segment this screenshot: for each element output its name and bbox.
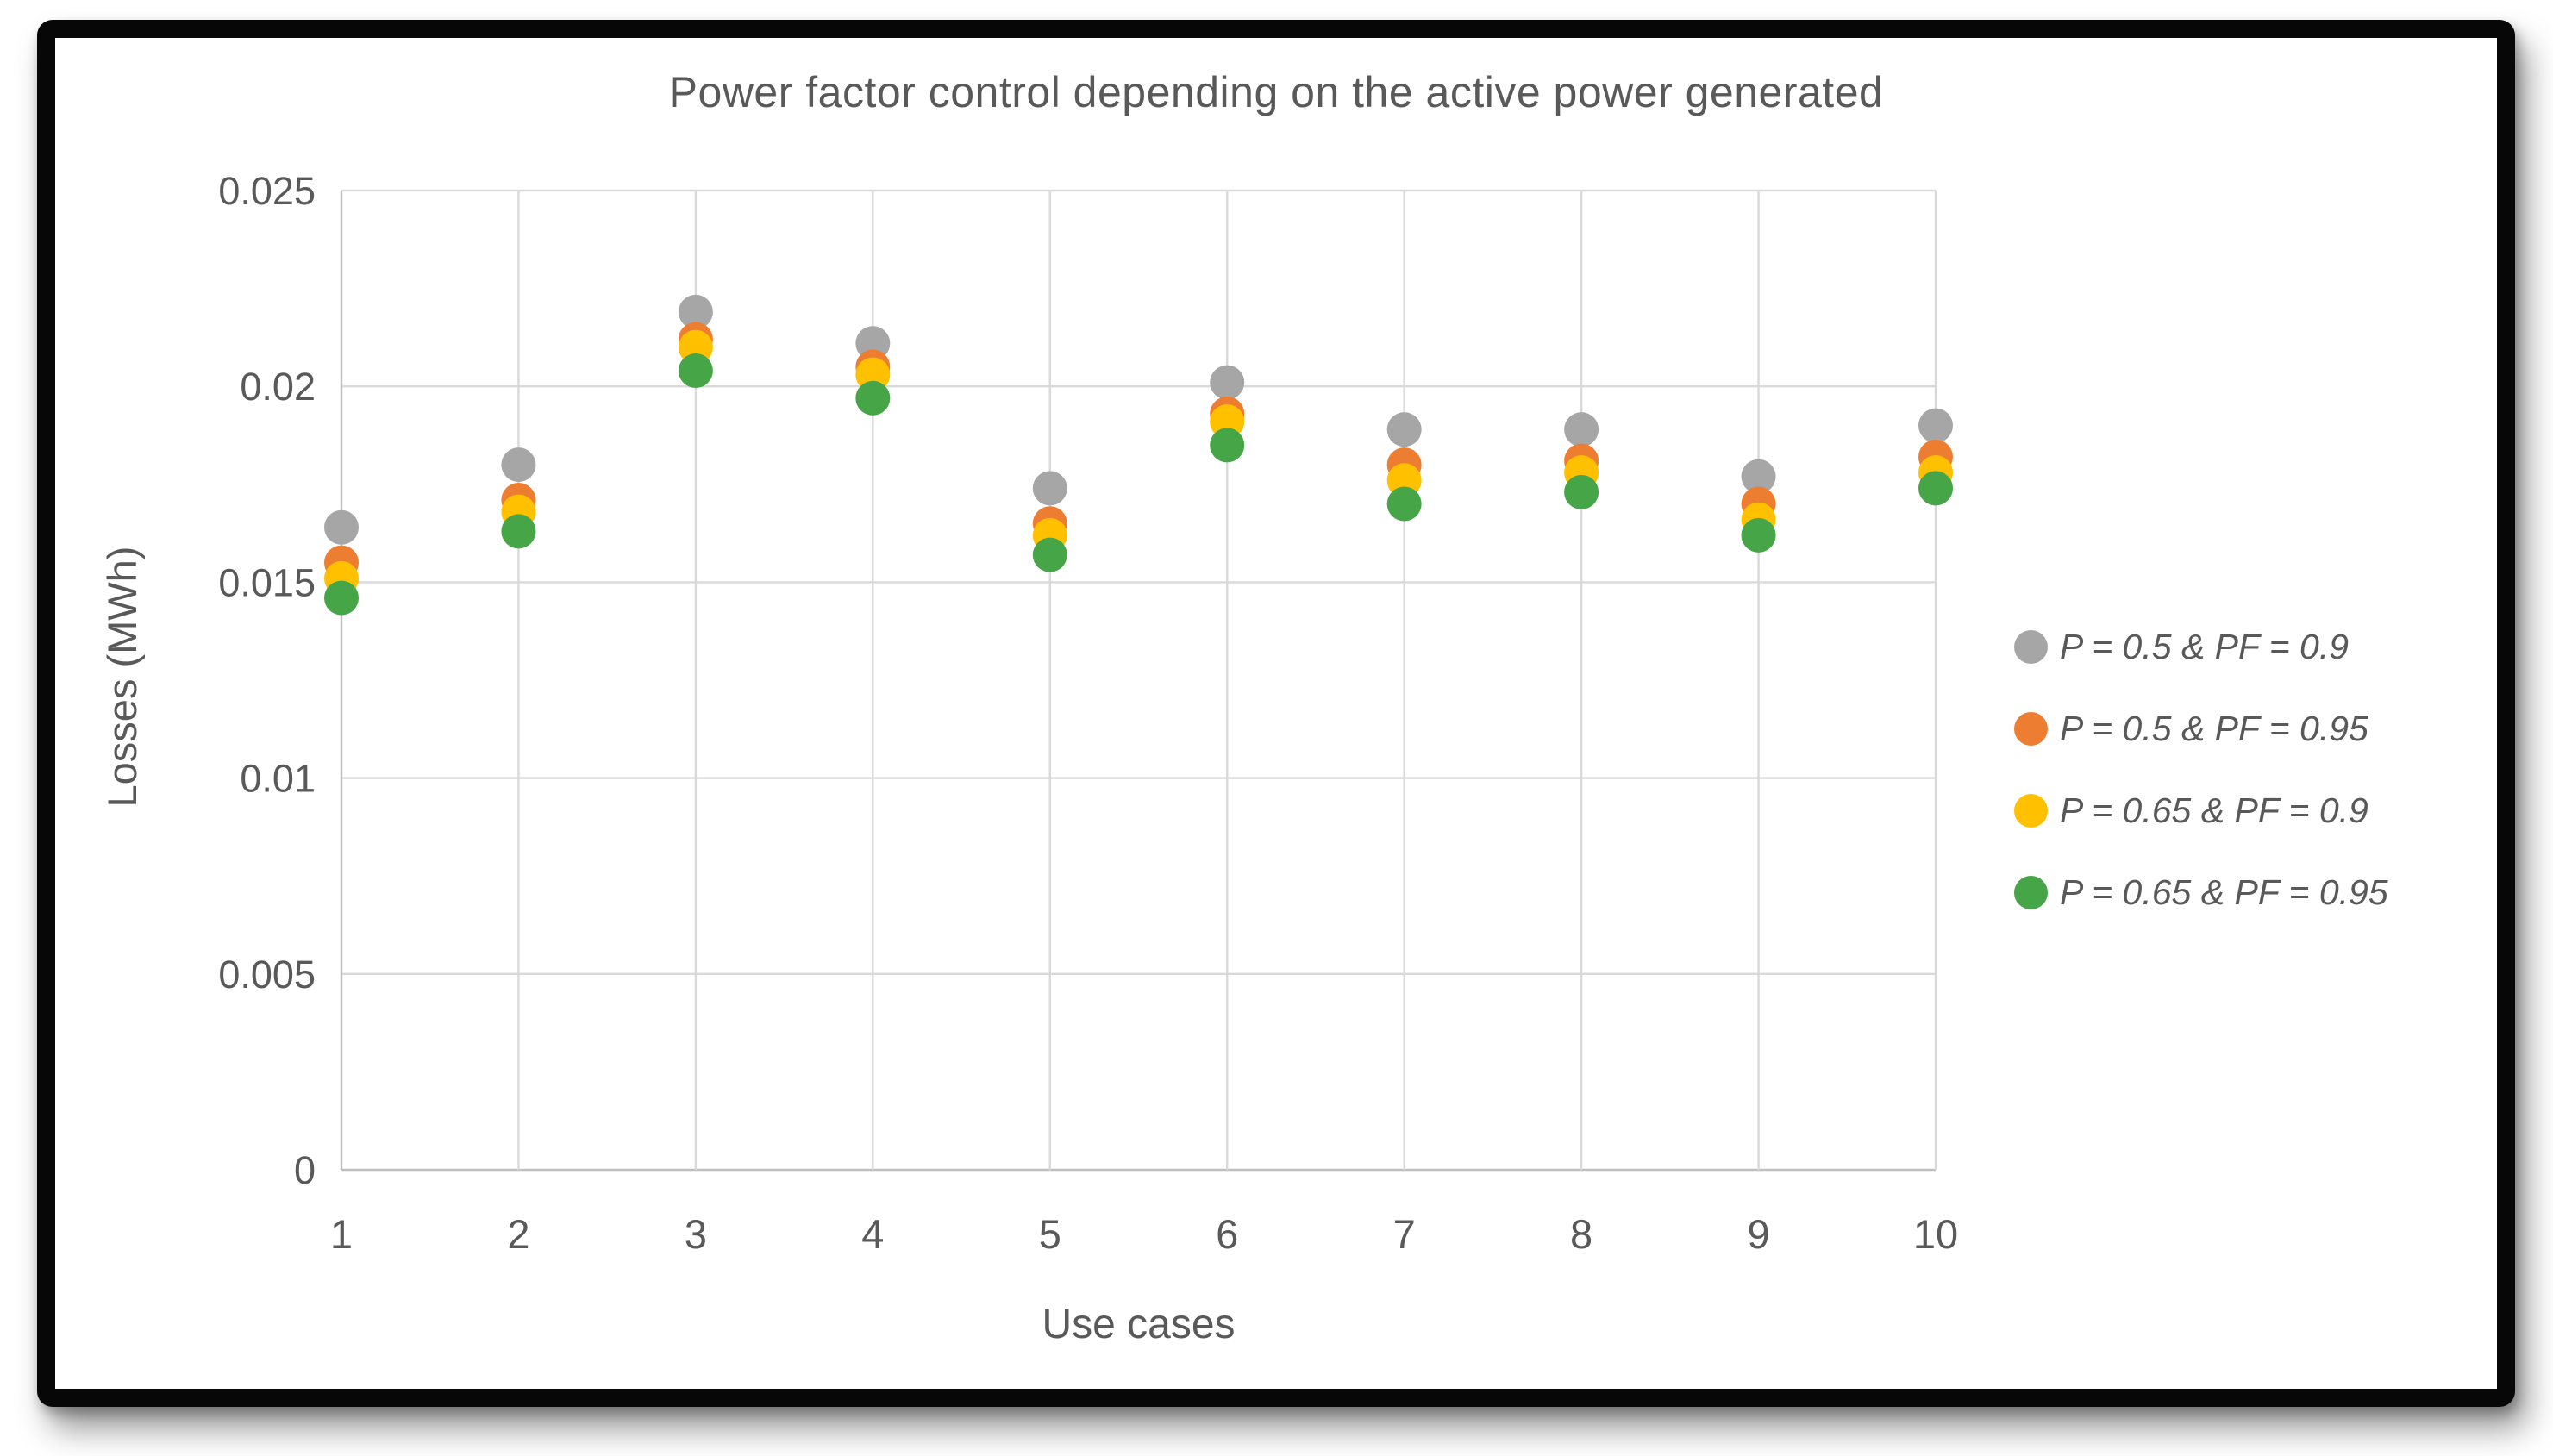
x-tick-label: 8 (1570, 1211, 1592, 1257)
y-tick-label: 0 (294, 1148, 316, 1192)
x-tick-label: 4 (861, 1211, 884, 1257)
legend-marker-icon (2014, 630, 2048, 664)
data-point-marker (1918, 408, 1953, 443)
data-point-marker (324, 509, 359, 545)
legend-item-3: P = 0.65 & PF = 0.9 (2014, 770, 2388, 852)
legend-label: P = 0.5 & PF = 0.95 (2060, 709, 2368, 748)
legend-marker-icon (2014, 876, 2048, 909)
data-point-marker (1741, 459, 1776, 494)
x-tick-label: 7 (1393, 1211, 1416, 1257)
data-point-marker (1741, 517, 1776, 553)
legend-item-1: P = 0.5 & PF = 0.9 (2014, 606, 2388, 688)
data-point-marker (1032, 537, 1067, 572)
data-point-marker (1386, 486, 1422, 522)
x-tick-label: 3 (685, 1211, 707, 1257)
data-point-marker (1210, 428, 1245, 463)
data-point-marker (855, 380, 891, 416)
data-point-marker (678, 294, 713, 329)
legend-item-4: P = 0.65 & PF = 0.95 (2014, 852, 2388, 934)
data-point-marker (324, 580, 359, 616)
legend-marker-icon (2014, 712, 2048, 746)
y-tick-label: 0.01 (240, 757, 316, 801)
y-tick-label: 0.025 (218, 169, 316, 213)
chart-frame-border (37, 20, 2515, 1407)
chart-legend: P = 0.5 & PF = 0.9 P = 0.5 & PF = 0.95 P =… (2014, 606, 2388, 934)
data-point-marker (1032, 471, 1067, 506)
data-point-marker (1564, 412, 1599, 447)
series-1-markers (324, 294, 1953, 545)
data-point-marker (501, 447, 536, 483)
chart-title: Power factor control depending on the ac… (668, 68, 1884, 116)
legend-marker-icon (2014, 794, 2048, 828)
x-tick-label: 6 (1216, 1211, 1238, 1257)
legend-label: P = 0.65 & PF = 0.9 (2060, 790, 2368, 830)
data-point-marker (1210, 365, 1245, 400)
legend-label: P = 0.5 & PF = 0.9 (2060, 627, 2350, 666)
x-tick-label: 5 (1039, 1211, 1061, 1257)
x-axis-title: Use cases (1042, 1302, 1235, 1347)
x-tick-label: 9 (1747, 1211, 1769, 1257)
legend-item-2: P = 0.5 & PF = 0.95 (2014, 688, 2388, 770)
y-tick-label: 0.005 (218, 953, 316, 997)
x-tick-label: 1 (330, 1211, 353, 1257)
y-tick-label: 0.015 (218, 560, 316, 604)
series-3-markers (324, 329, 1953, 596)
y-tick-label: 0.02 (240, 365, 316, 409)
x-tick-label: 10 (1913, 1211, 1958, 1257)
data-point-marker (678, 353, 713, 389)
y-axis-title: Losses (MWh) (99, 547, 145, 808)
data-point-marker (501, 514, 536, 549)
legend-label: P = 0.65 & PF = 0.95 (2060, 872, 2388, 912)
x-tick-label: 2 (507, 1211, 529, 1257)
series-4-markers (324, 353, 1953, 616)
series-2-markers (324, 322, 1953, 580)
data-point-marker (1386, 412, 1422, 447)
data-point-marker (1918, 471, 1953, 506)
data-point-marker (1564, 474, 1599, 509)
